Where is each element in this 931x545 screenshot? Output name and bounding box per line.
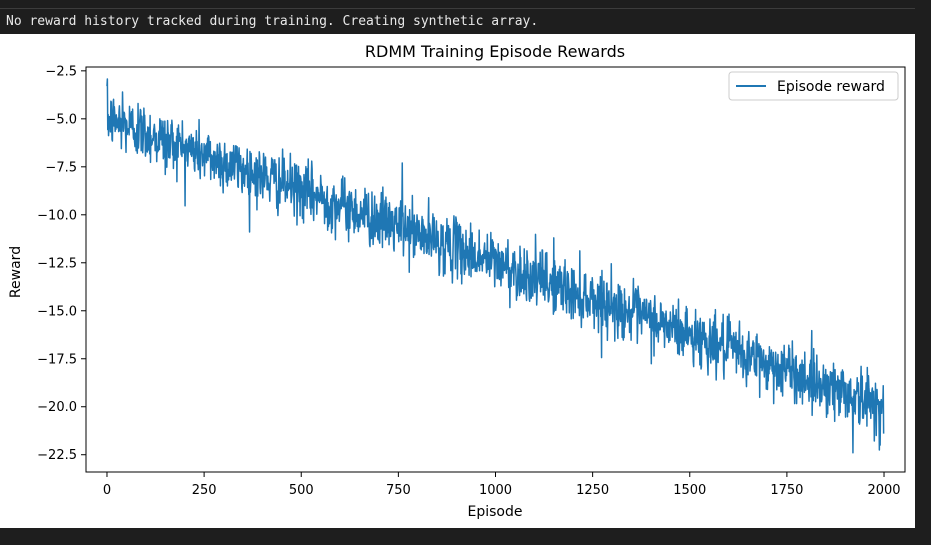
chart-title: RDMM Training Episode Rewards xyxy=(365,42,625,61)
legend-box xyxy=(728,71,899,101)
output-bottom-strip xyxy=(0,528,915,545)
x-axis: 0 250 500 750 1000 1250 1500 1750 2000 xyxy=(103,472,901,498)
y-tick-label: −15.0 xyxy=(37,304,77,319)
y-tick-label: −22.5 xyxy=(37,448,77,463)
y-axis: −2.5 −5.0 −7.5 −10.0 −12.5 −15.0 −17.5 −20.0 −22… xyxy=(37,64,86,463)
x-tick-label: 750 xyxy=(386,483,411,498)
console-message: No reward history tracked during trainin… xyxy=(6,14,539,29)
legend-label: Episode reward xyxy=(777,79,885,95)
x-tick-label: 1750 xyxy=(770,483,803,498)
x-tick-label: 1000 xyxy=(479,483,512,498)
output-top-border xyxy=(0,0,915,9)
x-tick-label: 500 xyxy=(289,483,314,498)
y-tick-label: −17.5 xyxy=(37,352,77,367)
x-axis-label: Episode xyxy=(468,504,523,520)
y-tick-label: −10.0 xyxy=(37,208,77,223)
y-tick-label: −2.5 xyxy=(45,64,77,79)
rewards-line-chart: RDMM Training Episode Rewards 0 250 500 750… xyxy=(8,42,906,520)
x-tick-label: 1500 xyxy=(673,483,706,498)
y-axis-label: Reward xyxy=(8,246,24,298)
x-tick-label: 1250 xyxy=(576,483,609,498)
legend: Episode reward xyxy=(728,71,899,101)
x-tick-label: 0 xyxy=(103,483,111,498)
x-tick-label: 250 xyxy=(192,483,217,498)
y-tick-label: −12.5 xyxy=(37,256,77,271)
output-scrollbar[interactable] xyxy=(915,0,931,545)
series-line-episode-reward xyxy=(106,78,885,454)
series-layer xyxy=(106,78,885,454)
x-tick-label: 2000 xyxy=(867,483,900,498)
y-tick-label: −7.5 xyxy=(45,160,77,175)
y-tick-label: −20.0 xyxy=(37,400,77,415)
plot-output: RDMM Training Episode Rewards 0 250 500 750… xyxy=(0,34,915,528)
y-tick-label: −5.0 xyxy=(45,112,77,127)
